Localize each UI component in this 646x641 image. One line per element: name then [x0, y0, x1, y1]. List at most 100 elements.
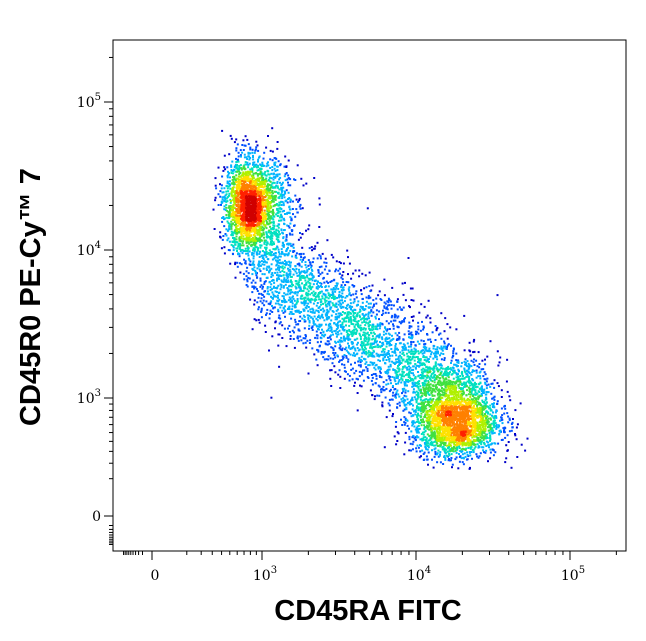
data-point — [333, 330, 336, 333]
data-point — [408, 368, 411, 371]
data-point — [287, 246, 289, 249]
data-point — [246, 278, 249, 281]
data-point — [366, 341, 369, 344]
data-point — [266, 221, 268, 224]
data-point — [495, 426, 498, 429]
data-point — [427, 446, 430, 449]
data-point — [414, 436, 417, 439]
data-point — [482, 416, 485, 419]
data-point — [282, 244, 285, 246]
data-point — [290, 317, 293, 320]
data-point — [272, 224, 275, 227]
data-point — [249, 298, 252, 301]
data-point — [389, 363, 392, 366]
data-point — [269, 289, 272, 292]
data-point — [371, 361, 374, 364]
data-point — [230, 171, 233, 174]
data-point — [396, 377, 399, 380]
data-point — [244, 260, 247, 263]
data-point — [468, 381, 471, 384]
data-point — [408, 411, 411, 414]
data-point — [228, 214, 231, 217]
data-point — [408, 449, 411, 452]
data-point — [247, 166, 250, 169]
data-point — [341, 340, 344, 343]
data-point — [390, 398, 393, 401]
data-point — [270, 227, 273, 230]
data-point — [244, 174, 247, 177]
data-point — [378, 394, 381, 397]
data-point — [414, 375, 417, 378]
data-point — [226, 166, 229, 169]
data-point — [424, 380, 427, 383]
data-point — [287, 243, 290, 246]
data-point — [264, 180, 267, 183]
data-point — [265, 232, 268, 235]
data-point — [242, 165, 245, 168]
data-point — [272, 200, 275, 203]
data-point — [241, 252, 244, 255]
data-point — [441, 396, 444, 399]
data-point — [422, 433, 425, 436]
data-point — [373, 361, 376, 364]
data-point — [318, 323, 321, 326]
data-point — [276, 173, 279, 176]
data-point — [221, 196, 224, 199]
data-point — [412, 404, 414, 407]
data-point — [402, 347, 405, 350]
data-point — [487, 460, 489, 463]
data-point — [396, 389, 399, 392]
data-point — [324, 286, 327, 288]
data-point — [401, 400, 404, 403]
data-point — [283, 271, 286, 274]
data-point — [290, 261, 292, 264]
data-point — [387, 382, 390, 385]
data-point — [481, 385, 483, 388]
data-point — [294, 292, 297, 295]
data-point — [383, 278, 386, 281]
data-point — [457, 467, 460, 470]
data-point — [425, 426, 428, 429]
data-point — [264, 170, 267, 173]
data-point — [370, 309, 373, 312]
data-point — [420, 433, 423, 435]
data-point — [248, 171, 251, 174]
data-point — [237, 244, 240, 247]
data-point — [343, 377, 346, 380]
data-point — [403, 354, 406, 357]
data-point — [387, 332, 390, 335]
data-point — [428, 405, 431, 408]
data-point — [238, 239, 241, 242]
data-point — [343, 300, 346, 303]
data-point — [489, 439, 491, 442]
data-point — [372, 349, 375, 352]
data-point — [303, 287, 306, 290]
data-point — [348, 333, 351, 336]
data-point — [358, 311, 361, 314]
data-point — [289, 270, 292, 273]
data-point — [306, 293, 308, 296]
data-point — [452, 352, 455, 355]
data-point — [404, 431, 407, 434]
data-point — [407, 372, 410, 375]
data-point — [227, 185, 230, 188]
data-point — [321, 297, 324, 300]
data-point — [289, 222, 292, 225]
data-point — [483, 408, 486, 411]
data-point — [422, 437, 425, 440]
data-point — [276, 233, 278, 236]
data-point — [479, 395, 482, 398]
data-point — [279, 176, 282, 179]
data-point — [311, 273, 313, 276]
data-point — [424, 398, 427, 401]
data-point — [460, 388, 462, 391]
data-point — [278, 197, 281, 200]
data-point — [416, 425, 419, 428]
data-point — [427, 375, 430, 378]
data-point — [381, 401, 384, 404]
data-point — [443, 443, 445, 446]
data-point — [375, 341, 378, 344]
data-point — [369, 311, 372, 314]
data-point — [458, 383, 461, 386]
data-point — [287, 198, 289, 200]
